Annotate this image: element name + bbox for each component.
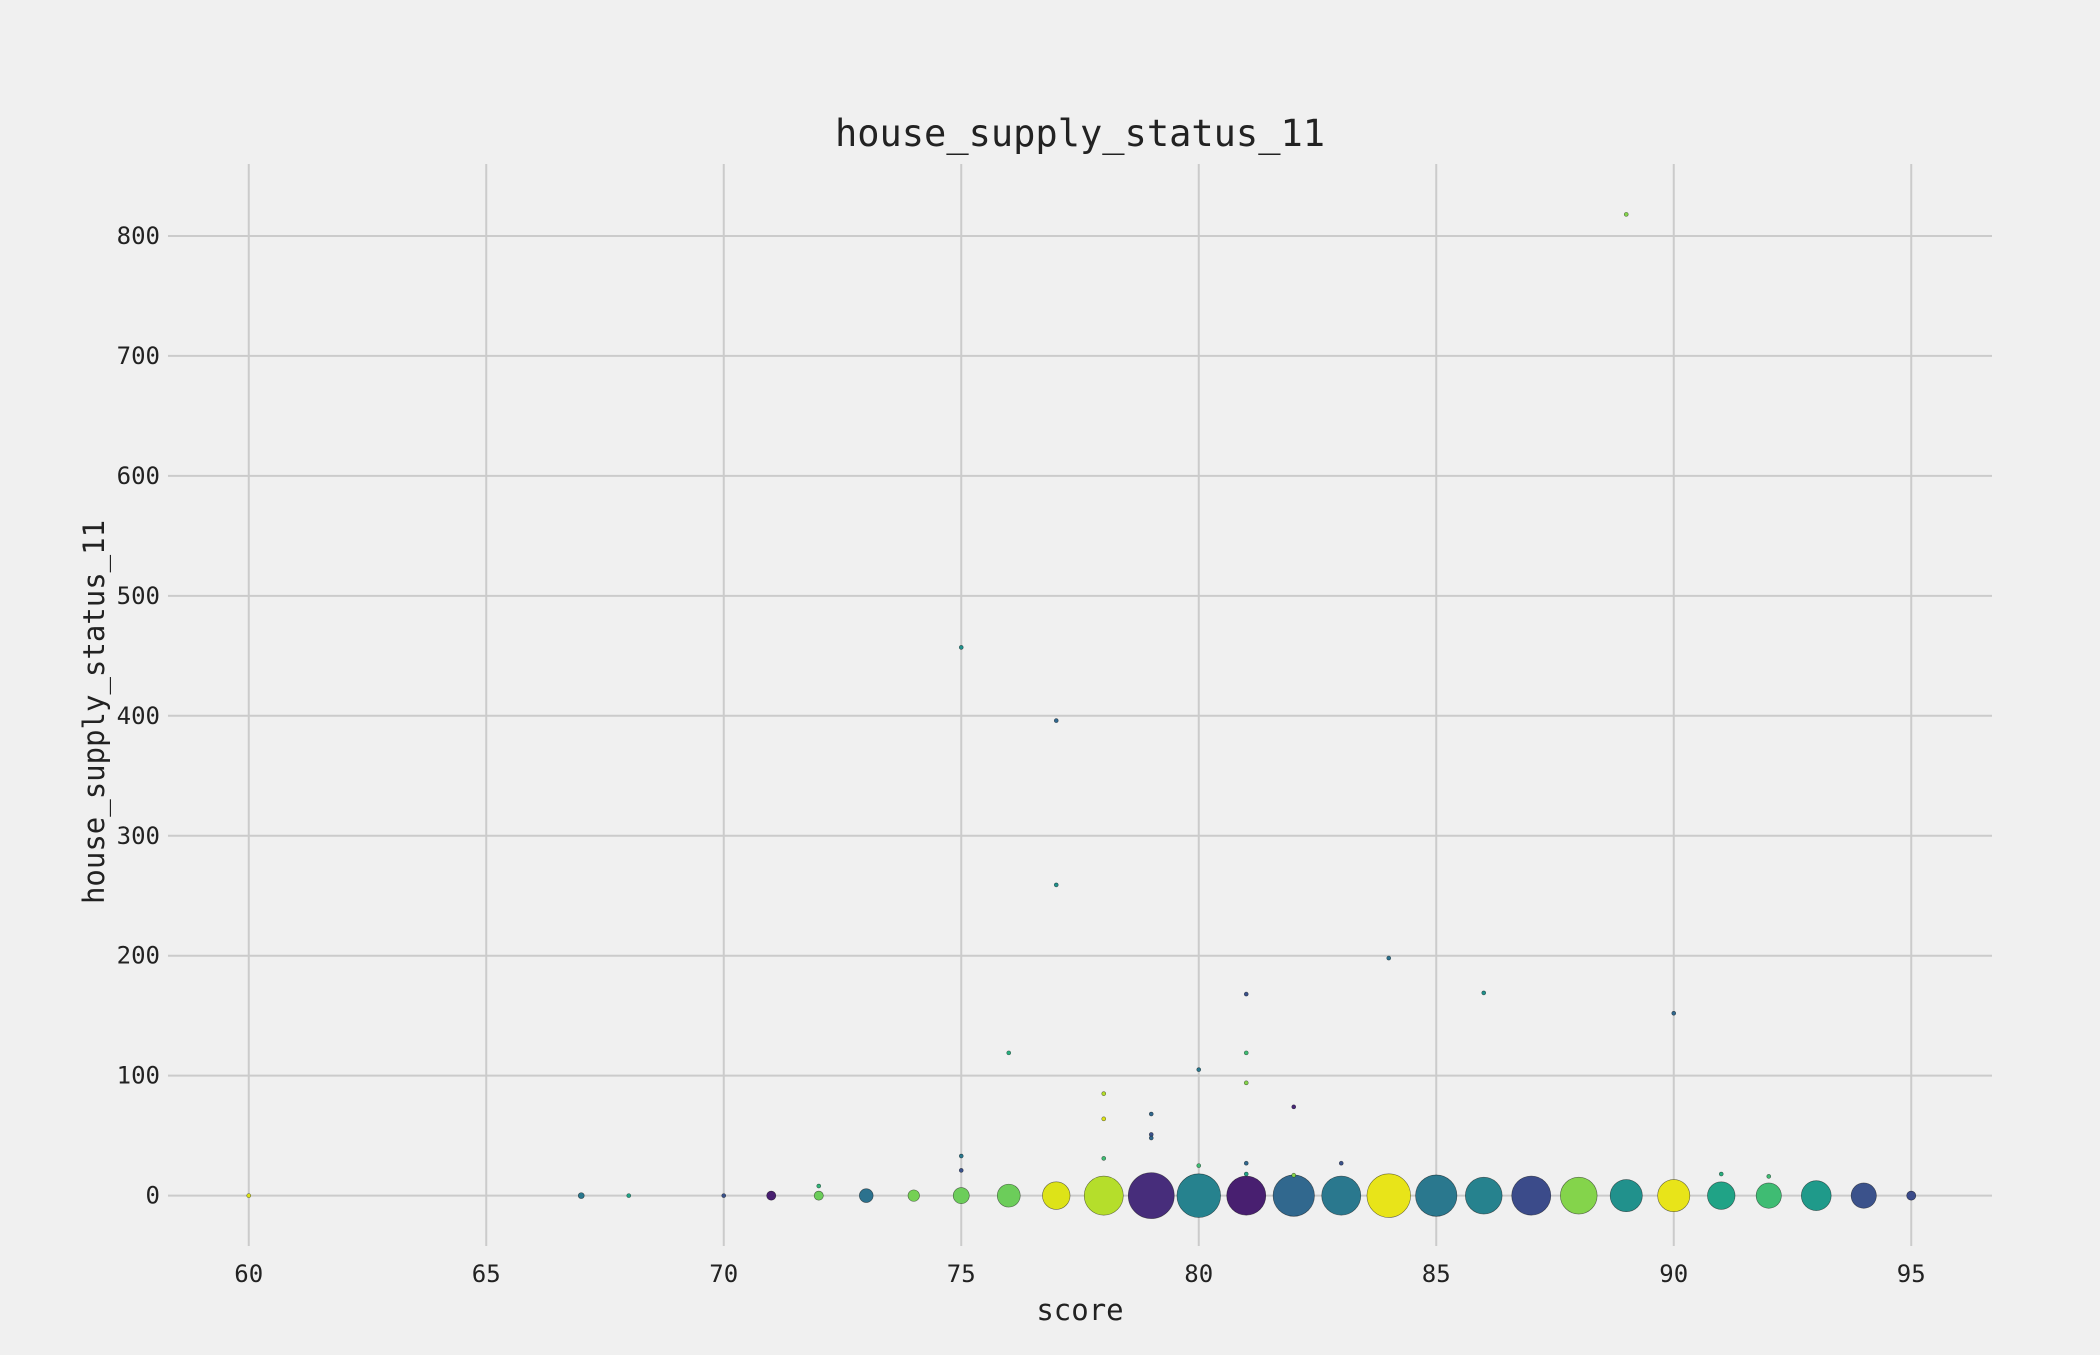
data-point	[1560, 1176, 1598, 1215]
y-tick-label: 200	[117, 942, 160, 970]
y-tick-label: 100	[117, 1062, 160, 1090]
data-point	[1101, 1091, 1107, 1096]
data-point	[1609, 1179, 1643, 1213]
data-point	[996, 1183, 1021, 1208]
data-point	[958, 645, 964, 650]
x-tick-label: 90	[1659, 1260, 1688, 1288]
data-point	[1481, 990, 1487, 996]
data-point	[1083, 1175, 1124, 1216]
data-point	[907, 1189, 920, 1202]
y-tick-label: 500	[117, 582, 160, 610]
data-point	[1291, 1104, 1297, 1110]
data-point	[1101, 1116, 1107, 1122]
x-tick-label: 85	[1422, 1260, 1451, 1288]
x-tick-label: 80	[1184, 1260, 1213, 1288]
data-point	[1042, 1181, 1071, 1210]
data-point	[1053, 882, 1059, 888]
data-point	[1226, 1175, 1267, 1216]
data-point	[816, 1183, 822, 1189]
data-point	[1291, 1172, 1297, 1178]
data-point	[1415, 1174, 1458, 1217]
data-point	[1338, 1160, 1344, 1166]
data-point	[1243, 1171, 1249, 1177]
data-point	[1657, 1179, 1691, 1213]
data-point	[1053, 718, 1059, 723]
data-point	[1755, 1182, 1782, 1209]
data-point	[1623, 212, 1629, 217]
data-point	[1243, 1160, 1249, 1166]
data-point	[1511, 1175, 1552, 1216]
data-point	[859, 1188, 874, 1203]
data-point	[766, 1190, 777, 1201]
data-point	[1272, 1174, 1315, 1217]
data-point	[1148, 1135, 1154, 1141]
tick-label-layer: 60 65 70 75 80 85 90 95 0 100 200 300 400 500 600 700 80…	[117, 222, 1926, 1288]
data-point	[1465, 1176, 1503, 1215]
data-point	[1386, 955, 1392, 961]
data-point	[1176, 1173, 1221, 1218]
data-point	[626, 1193, 632, 1198]
data-point	[1127, 1172, 1175, 1219]
data-point	[1101, 1156, 1107, 1161]
data-point	[246, 1193, 252, 1198]
data-point	[1671, 1010, 1677, 1016]
y-tick-label: 400	[117, 702, 160, 730]
y-tick-label: 300	[117, 822, 160, 850]
x-tick-label: 75	[947, 1260, 976, 1288]
x-axis-title: score	[1036, 1293, 1123, 1327]
points-layer	[246, 212, 1917, 1219]
data-point	[1243, 1050, 1249, 1056]
grid-layer	[168, 164, 1992, 1246]
data-point	[1196, 1163, 1202, 1168]
data-point	[1801, 1180, 1832, 1211]
data-point	[952, 1187, 970, 1204]
data-point	[958, 1168, 964, 1173]
data-point	[577, 1192, 585, 1199]
data-point	[1766, 1174, 1772, 1179]
y-tick-label: 600	[117, 462, 160, 490]
x-tick-label: 70	[709, 1260, 738, 1288]
chart-title: house_supply_status_11	[835, 112, 1325, 156]
data-point	[1707, 1181, 1736, 1210]
y-tick-label: 700	[117, 342, 160, 370]
data-point	[1243, 1080, 1249, 1086]
x-tick-label: 65	[472, 1260, 501, 1288]
data-point	[1718, 1171, 1724, 1177]
data-point	[1243, 991, 1249, 997]
data-point	[1850, 1182, 1877, 1209]
x-tick-label: 95	[1897, 1260, 1926, 1288]
data-point	[1196, 1067, 1202, 1072]
data-point	[813, 1190, 824, 1201]
data-point	[1148, 1111, 1154, 1117]
y-axis-title: house_supply_status_11	[77, 520, 112, 904]
x-tick-label: 60	[234, 1260, 263, 1288]
data-point	[1006, 1050, 1012, 1056]
y-tick-label: 800	[117, 222, 160, 250]
data-point	[1366, 1173, 1411, 1218]
y-tick-label: 0	[146, 1182, 160, 1210]
data-point	[1321, 1175, 1362, 1216]
data-point	[958, 1153, 964, 1159]
data-point	[721, 1193, 727, 1198]
data-point	[1906, 1190, 1917, 1201]
